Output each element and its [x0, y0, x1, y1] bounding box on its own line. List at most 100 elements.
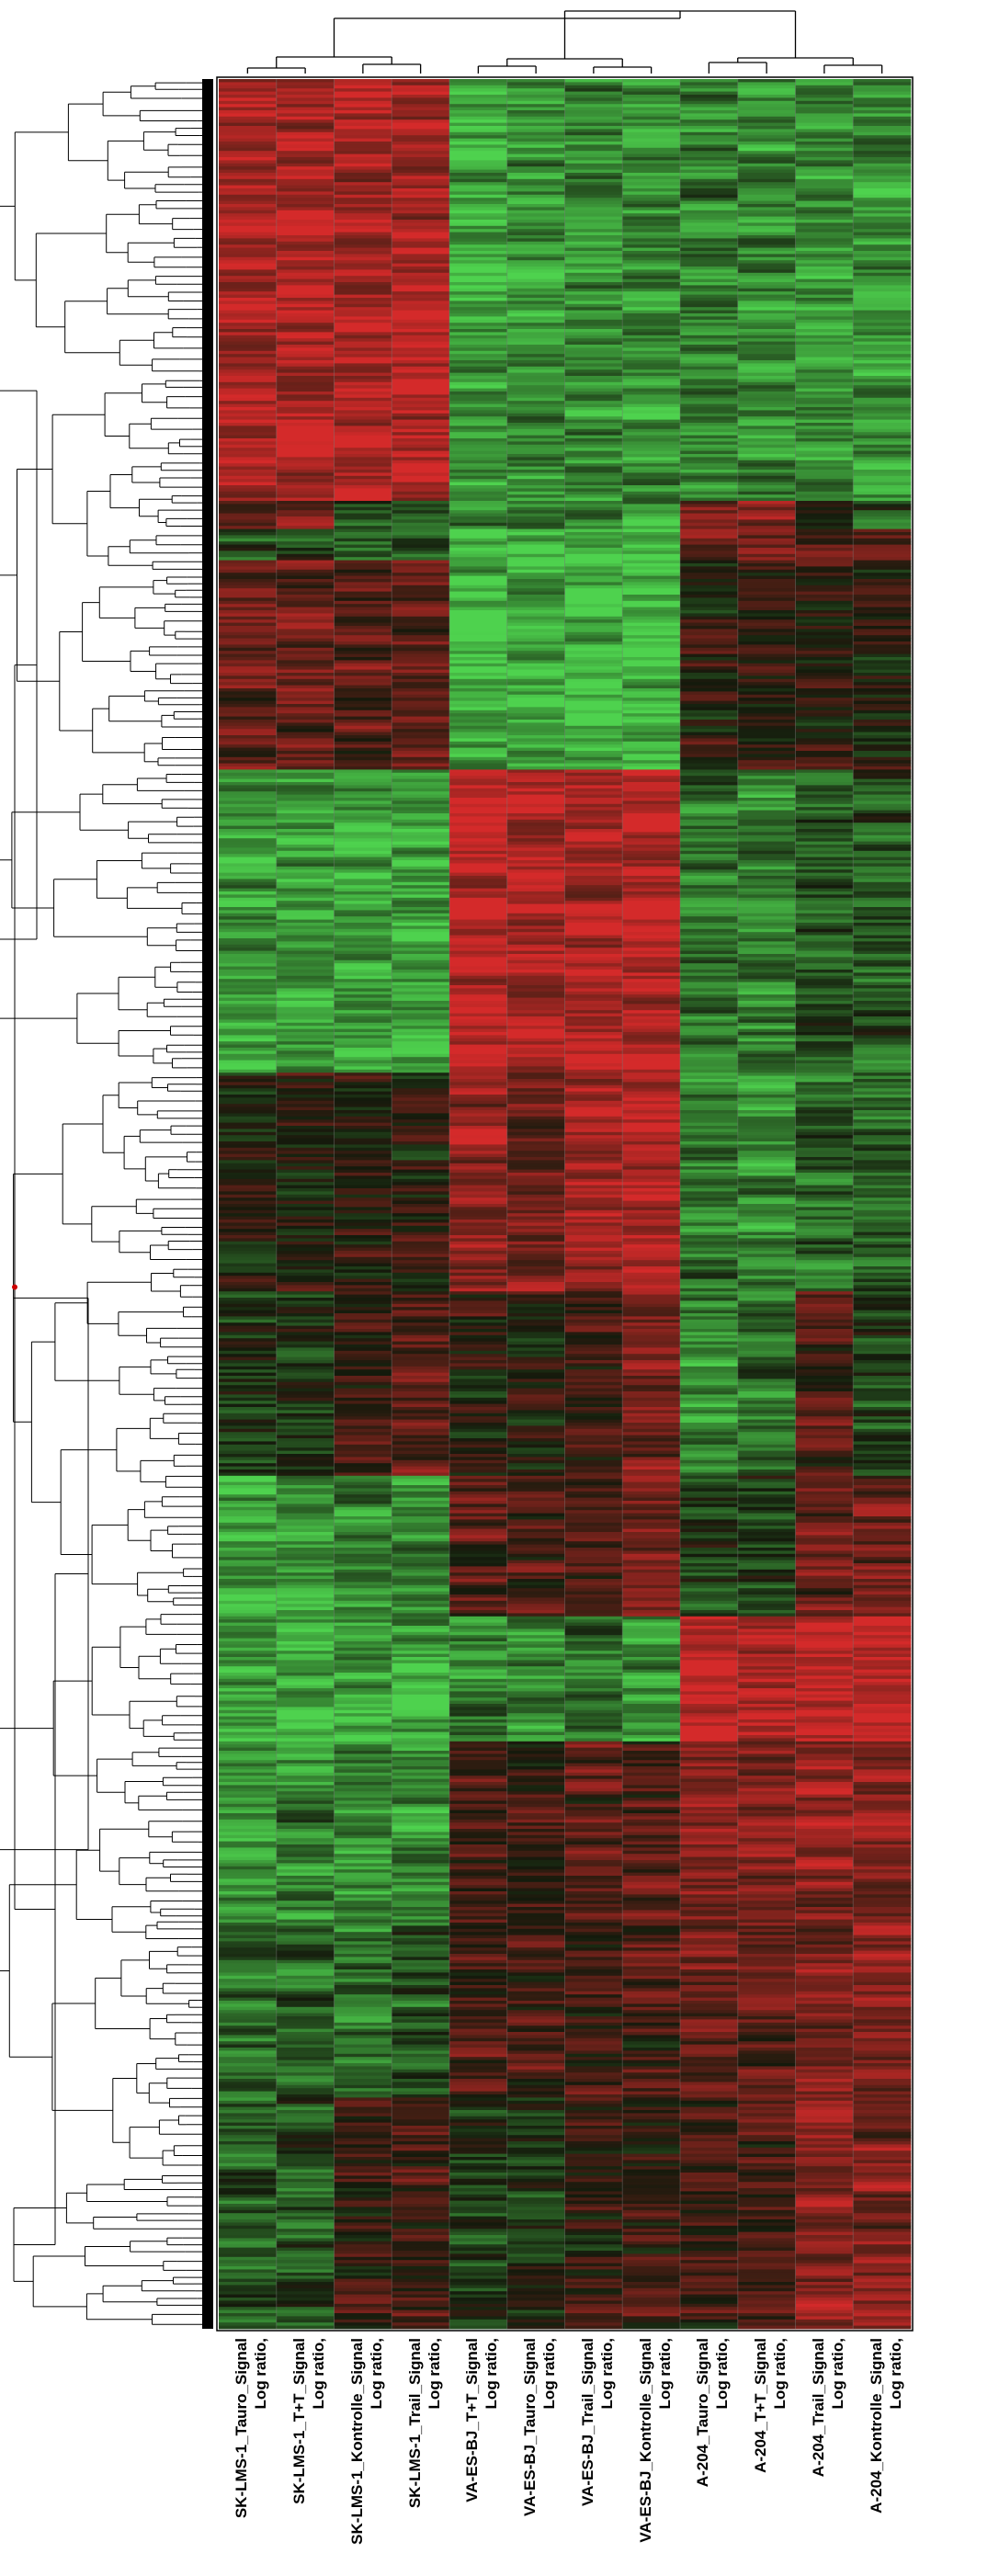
heatmap-cell	[276, 2266, 335, 2270]
heatmap-cell	[219, 376, 278, 380]
heatmap-cell	[392, 954, 450, 958]
heatmap-cell	[392, 1407, 450, 1411]
heatmap-cell	[276, 1222, 335, 1227]
heatmap-cell	[219, 1116, 278, 1120]
heatmap-cell	[334, 657, 392, 661]
heatmap-cell	[449, 2188, 508, 2192]
heatmap-cell	[219, 544, 278, 549]
heatmap-cell	[334, 1713, 392, 1717]
heatmap-cell	[219, 329, 278, 333]
heatmap-cell	[276, 1776, 335, 1779]
heatmap-cell	[334, 151, 392, 154]
heatmap-cell	[276, 694, 335, 698]
heatmap-cell	[276, 1166, 335, 1170]
heatmap-cell	[449, 866, 508, 870]
heatmap-cell	[334, 2241, 392, 2245]
heatmap-cell	[276, 1888, 335, 1892]
heatmap-cell	[449, 1256, 508, 1261]
heatmap-cell	[449, 700, 508, 705]
heatmap-cell	[219, 1066, 278, 1071]
heatmap-cell	[334, 1322, 392, 1326]
heatmap-cell	[219, 1901, 278, 1904]
heatmap-cell	[449, 613, 508, 618]
heatmap-cell	[392, 2035, 450, 2039]
heatmap-cell	[219, 1941, 278, 1946]
heatmap-cell	[334, 616, 392, 620]
heatmap-cell	[219, 1126, 278, 1129]
heatmap-cell	[276, 1269, 335, 1274]
heatmap-cell	[334, 1838, 392, 1842]
heatmap-cell	[219, 2272, 278, 2276]
heatmap-cell	[276, 916, 335, 920]
heatmap-cell	[334, 232, 392, 236]
heatmap-cell	[219, 1038, 278, 1042]
heatmap-cell	[219, 1563, 278, 1567]
heatmap-cell	[449, 1191, 508, 1196]
heatmap-cell	[334, 888, 392, 892]
heatmap-cell	[449, 1722, 508, 1727]
heatmap-cell	[334, 1006, 392, 1011]
heatmap-cell	[219, 1416, 278, 1420]
heatmap-cell	[276, 2269, 335, 2274]
heatmap-cell	[276, 935, 335, 939]
heatmap-cell	[449, 2110, 508, 2114]
heatmap-cell	[506, 1106, 565, 1111]
heatmap-cell	[392, 1647, 450, 1651]
heatmap-cell	[334, 198, 392, 201]
heatmap-cell	[334, 1438, 392, 1442]
heatmap-cell	[219, 1553, 278, 1558]
heatmap-cell	[506, 747, 565, 752]
heatmap-cell	[219, 1959, 278, 1964]
heatmap-cell	[334, 1785, 392, 1789]
heatmap-cell	[392, 1957, 450, 1961]
heatmap-cell	[392, 2229, 450, 2232]
heatmap-cell	[219, 2263, 278, 2267]
heatmap-cell	[219, 1935, 278, 1939]
heatmap-cell	[334, 1957, 392, 1961]
heatmap-cell	[219, 776, 278, 779]
heatmap-cell	[334, 1513, 392, 1517]
heatmap-cell	[219, 1004, 278, 1008]
heatmap-cell	[276, 1413, 335, 1417]
heatmap-cell	[219, 1597, 278, 1602]
heatmap-cell	[334, 1307, 392, 1311]
heatmap-cell	[276, 1113, 335, 1118]
heatmap-cell	[449, 720, 508, 723]
heatmap-cell	[392, 1470, 450, 1473]
heatmap-cell	[392, 557, 450, 561]
heatmap-cell	[219, 194, 278, 199]
heatmap-cell	[219, 1350, 278, 1355]
heatmap-cell	[219, 157, 278, 161]
heatmap-cell	[334, 666, 392, 670]
heatmap-cell	[276, 1122, 335, 1127]
heatmap-cell	[276, 1751, 335, 1754]
heatmap-cell	[392, 1041, 450, 1045]
heatmap-cell	[392, 1119, 450, 1123]
heatmap-cell	[276, 2278, 335, 2283]
heatmap-cell	[392, 1135, 450, 1139]
heatmap-cell	[449, 1704, 508, 1708]
heatmap-cell	[334, 1403, 392, 1408]
heatmap-cell	[392, 1079, 450, 1083]
heatmap-cell	[449, 838, 508, 842]
heatmap-cell	[506, 298, 565, 301]
heatmap-cell	[334, 2307, 392, 2310]
heatmap-cell	[334, 1310, 392, 1314]
heatmap-cell	[219, 910, 278, 914]
column-dendrogram	[246, 10, 883, 74]
heatmap-cell	[392, 560, 450, 564]
heatmap-cell	[219, 1220, 278, 1223]
heatmap-cell	[449, 1810, 508, 1814]
heatmap-cell	[276, 151, 335, 154]
heatmap-cell	[449, 1310, 508, 1314]
heatmap-cell	[334, 1975, 392, 1980]
heatmap-cell	[506, 147, 565, 152]
heatmap-cell	[334, 276, 392, 279]
heatmap-cell	[334, 2266, 392, 2270]
heatmap-cell	[219, 682, 278, 686]
heatmap-cell	[334, 416, 392, 420]
heatmap-cell	[334, 1856, 392, 1861]
heatmap-cell	[506, 881, 565, 886]
heatmap-cell	[276, 1048, 335, 1051]
